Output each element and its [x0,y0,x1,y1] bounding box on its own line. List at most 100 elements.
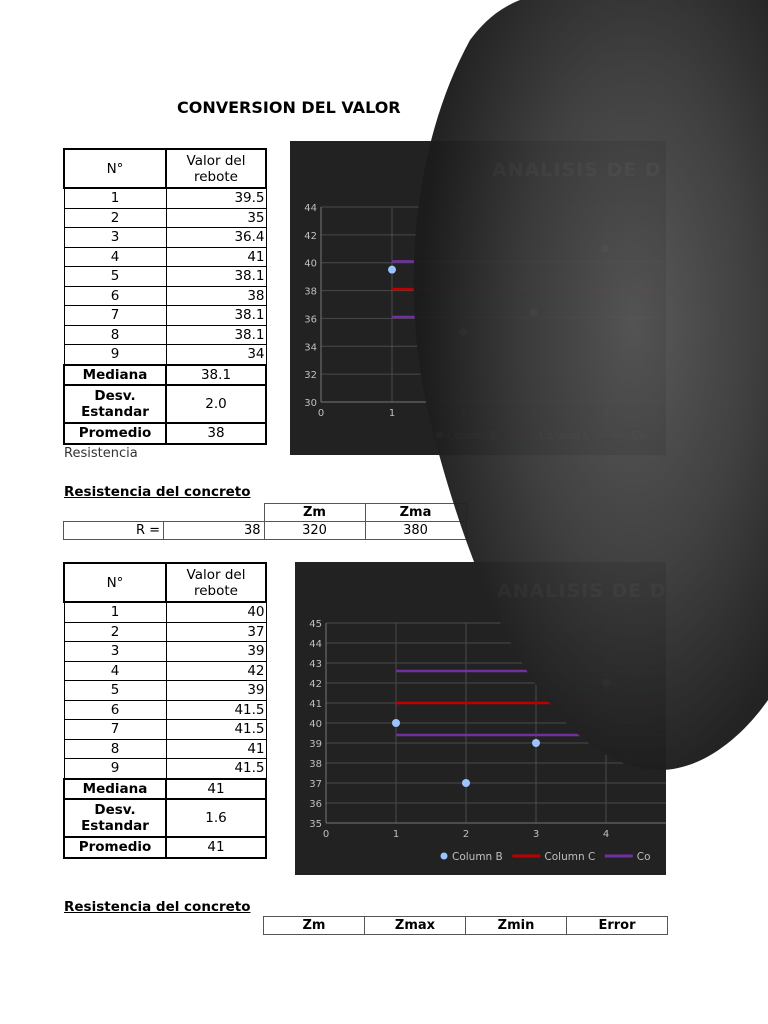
zm-value: 320 [263,521,366,540]
page-heading: CONVERSION DEL VALOR [177,98,401,117]
row-number: 7 [63,719,167,740]
chart-2-plot: 3536373839404142434445012345Column BColu… [309,619,666,863]
row-number: 8 [63,324,167,345]
r-label: R = [63,521,164,540]
promedio-label: Promedio [63,422,167,445]
mediana-row: Mediana 41 [63,777,267,800]
data-point [530,308,538,317]
legend-label: Column B [447,430,498,442]
y-tick-label: 41 [309,699,322,710]
header-zmin: Zmin [465,916,567,935]
table-row: 3 39 [63,641,267,662]
row-number: 2 [63,207,167,228]
legend-label: Column C [544,851,595,863]
x-tick-label: 2 [460,408,466,419]
blank-cell [64,504,164,522]
row-value: 41 [165,738,267,759]
desv-label: Desv. Estandar [63,384,167,424]
row-value: 38.1 [165,324,267,345]
y-tick-label: 39 [309,739,322,750]
table-row: 4 41 [63,246,267,267]
chart-title-2: ANALISIS DE D [497,580,666,602]
row-value: 39.5 [165,187,267,209]
row-value: 38.1 [165,305,267,326]
table-row: 4 42 [63,660,267,681]
desv-value: 2.0 [165,384,267,424]
zmax-value: 380 [364,521,467,540]
row-number: 5 [63,266,167,287]
row-value: 37 [165,621,267,642]
row-value: 34 [165,344,267,365]
table-row: 9 34 [63,344,267,365]
row-value: 41 [165,246,267,267]
row-value: 38 [165,285,267,306]
table-row: 9 41.5 [63,758,267,779]
table-row: 3 36.4 [63,227,267,248]
resistencia-table-1: Zm Zma R = 38 320 380 [63,503,467,540]
data-point [392,719,400,727]
x-tick-label: 3 [533,829,539,840]
resistencia-note: Resistencia [64,446,138,461]
y-tick-label: 32 [304,370,317,381]
legend-label: Co [637,851,651,863]
row-number: 4 [63,660,167,681]
y-tick-label: 36 [304,314,317,325]
mediana-label: Mediana [63,777,167,800]
scatter-chart-1: ANALISIS DE D 3032343638404244012345Colu… [290,141,666,455]
table-row: 5 39 [63,680,267,701]
y-tick-label: 30 [304,398,317,409]
data-point [459,328,467,337]
header-zmax: Zma [364,503,467,522]
data-point [462,779,470,787]
header-valor: Valor del rebote [165,562,267,603]
row-value: 41.5 [165,719,267,740]
section-title-2: Resistencia del concreto [64,899,251,915]
promedio-value: 41 [165,836,267,859]
data-point [388,265,396,274]
y-tick-label: 35 [309,819,322,830]
y-tick-label: 44 [304,203,317,214]
row-number: 6 [63,699,167,720]
x-tick-label: 4 [603,829,609,840]
y-tick-label: 37 [309,779,322,790]
x-tick-label: 0 [323,829,329,840]
row-number: 1 [63,601,167,623]
row-value: 41.5 [165,758,267,779]
table-row: 5 38.1 [63,266,267,287]
scatter-chart-2: ANALISIS DE D 35 36 37 38 39 40 41 42 43 44 45 0 1 2 3… [295,562,666,875]
section-title-1: Resistencia del concreto [64,484,251,500]
table-header-row: N° Valor del rebote [63,562,267,603]
legend-label: Co [632,430,646,442]
data-point [532,739,540,747]
desv-row: Desv. Estandar 2.0 [63,384,267,424]
header-n: N° [63,148,167,189]
header-n: N° [63,562,167,603]
x-tick-label: 1 [393,829,399,840]
legend-swatch [440,852,448,860]
table-row: 8 41 [63,738,267,759]
row-value: 38.1 [165,266,267,287]
row-number: 4 [63,246,167,267]
header-valor: Valor del rebote [165,148,267,189]
y-tick-label: 40 [304,259,317,270]
row-number: 7 [63,305,167,326]
y-tick-label: 36 [309,799,322,810]
legend-label: Column C [539,430,590,442]
promedio-row: Promedio 38 [63,422,267,445]
y-tick-label: 38 [304,287,317,298]
x-tick-label: 3 [531,408,537,419]
chart-title-1: ANALISIS DE D [492,159,662,181]
row-number: 5 [63,680,167,701]
resistencia-table-2: Zm Zmax Zmin Error [263,916,668,935]
row-number: 8 [63,738,167,759]
y-tick-label: 42 [304,231,317,242]
row-value: 40 [165,601,267,623]
table-row: 1 39.5 [63,187,267,209]
promedio-label: Promedio [63,836,167,859]
row-value: 39 [165,641,267,662]
header-zm: Zm [263,503,366,522]
header-zm: Zm [263,916,365,935]
rebote-table-2: N° Valor del rebote 1 40 2 37 3 39 4 42 5 39 6 41.5… [63,562,267,859]
table-row: 6 41.5 [63,699,267,720]
